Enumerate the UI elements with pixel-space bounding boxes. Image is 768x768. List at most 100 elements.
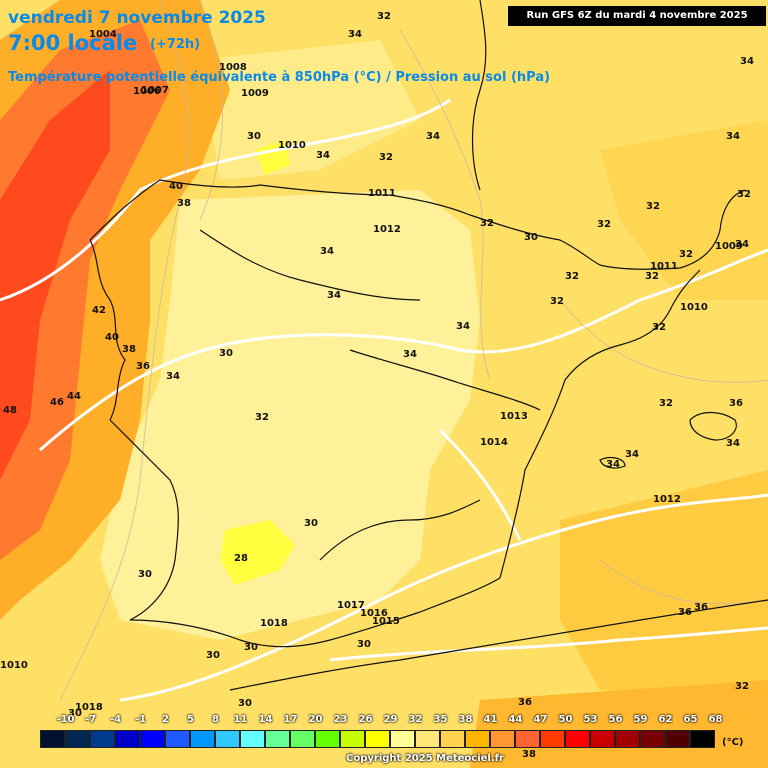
temp-label: 34 xyxy=(740,56,754,67)
pressure-label: 1010 xyxy=(680,302,708,313)
legend-swatch xyxy=(315,730,340,748)
temp-label: 32 xyxy=(645,271,659,282)
legend-tick: 2 xyxy=(162,714,169,725)
temp-label: 30 xyxy=(68,708,82,719)
legend-tick: 65 xyxy=(683,714,698,725)
temp-label: 34 xyxy=(166,371,180,382)
map-subtitle: Température potentielle équivalente à 85… xyxy=(8,70,551,85)
temp-label: 30 xyxy=(244,642,258,653)
temp-label: 38 xyxy=(122,344,136,355)
temp-label: 32 xyxy=(377,11,391,22)
legend-tick: 50 xyxy=(558,714,573,725)
temp-label: 38 xyxy=(177,198,191,209)
legend-tick: 62 xyxy=(658,714,673,725)
temp-label: 30 xyxy=(206,650,220,661)
cool-patch-2 xyxy=(220,520,295,585)
legend-tick: 5 xyxy=(187,714,194,725)
pressure-label: 1018 xyxy=(260,618,288,629)
pressure-label: 1015 xyxy=(372,616,400,627)
legend-swatch xyxy=(490,730,515,748)
temp-label: 30 xyxy=(247,131,261,142)
legend-swatch xyxy=(465,730,490,748)
color-legend xyxy=(0,710,768,768)
legend-swatch xyxy=(540,730,565,748)
legend-swatch xyxy=(165,730,190,748)
temp-label: 32 xyxy=(379,152,393,163)
legend-tick: 20 xyxy=(308,714,323,725)
temperature-labels: 32 34 34 34 34 34 32 32 32 32 32 32 34 3… xyxy=(3,11,754,760)
legend-swatch xyxy=(240,730,265,748)
legend-swatch xyxy=(265,730,290,748)
temp-label: 36 xyxy=(518,697,532,708)
temp-label: 38 xyxy=(522,749,536,760)
legend-swatch xyxy=(215,730,240,748)
legend-tick: 41 xyxy=(483,714,498,725)
legend-swatch xyxy=(665,730,690,748)
legend-swatch xyxy=(65,730,90,748)
legend-tick: 59 xyxy=(633,714,648,725)
temp-label: 32 xyxy=(646,201,660,212)
temp-label: 32 xyxy=(480,218,494,229)
pale-zone xyxy=(100,190,480,640)
pressure-label: 1018 xyxy=(75,702,103,713)
legend-tick: 29 xyxy=(383,714,398,725)
legend-swatch xyxy=(615,730,640,748)
legend-swatch xyxy=(290,730,315,748)
legend-swatch xyxy=(90,730,115,748)
temp-label: 44 xyxy=(67,391,81,402)
legend-tick: 44 xyxy=(508,714,523,725)
temp-label: 32 xyxy=(550,296,564,307)
coastlines xyxy=(89,0,768,691)
temp-label: 40 xyxy=(105,332,119,343)
pressure-label: 1004 xyxy=(89,29,117,40)
temp-label: 42 xyxy=(92,305,106,316)
legend-swatch xyxy=(415,730,440,748)
legend-swatch xyxy=(340,730,365,748)
legend-tick: 47 xyxy=(533,714,548,725)
legend-tick: 17 xyxy=(283,714,298,725)
pressure-label: 1012 xyxy=(373,224,401,235)
pressure-label: 1006 xyxy=(133,86,161,97)
legend-swatch xyxy=(115,730,140,748)
pressure-label: 1012 xyxy=(653,494,681,505)
pressure-label: 1010 xyxy=(0,660,28,671)
temp-label: 34 xyxy=(726,131,740,142)
legend-tick: -10 xyxy=(56,714,75,725)
legend-tick: 11 xyxy=(233,714,248,725)
temp-label: 30 xyxy=(357,639,371,650)
temp-label: 32 xyxy=(652,322,666,333)
legend-swatch xyxy=(590,730,615,748)
legend-tick: 23 xyxy=(333,714,348,725)
legend-swatch xyxy=(515,730,540,748)
temp-label: 36 xyxy=(729,398,743,409)
temperature-contours xyxy=(59,0,768,701)
legend-tick: 35 xyxy=(433,714,448,725)
pressure-labels: 1004 1007 1006 1008 1009 1010 1011 1012 … xyxy=(0,29,743,713)
temp-label: 36 xyxy=(136,361,150,372)
temp-label: 32 xyxy=(737,189,751,200)
temp-label: 32 xyxy=(565,271,579,282)
temp-label: 34 xyxy=(426,131,440,142)
temp-label: 48 xyxy=(3,405,17,416)
pressure-label: 1007 xyxy=(141,85,169,96)
temp-label: 30 xyxy=(138,569,152,580)
legend-swatch xyxy=(440,730,465,748)
temp-label: 32 xyxy=(659,398,673,409)
legend-swatch xyxy=(640,730,665,748)
temp-label: 32 xyxy=(735,681,749,692)
legend-unit: (°C) xyxy=(722,737,744,748)
temp-label: 46 xyxy=(50,397,64,408)
temp-label: 30 xyxy=(219,348,233,359)
temp-label: 34 xyxy=(403,349,417,360)
temp-label: 30 xyxy=(238,698,252,709)
temp-label: 40 xyxy=(169,181,183,192)
temp-label: 34 xyxy=(327,290,341,301)
legend-tick: -4 xyxy=(109,714,122,725)
pale-zone-north xyxy=(200,40,420,180)
temp-label: 34 xyxy=(316,150,330,161)
legend-tick: 38 xyxy=(458,714,473,725)
legend-swatch xyxy=(390,730,415,748)
legend-swatch xyxy=(690,730,715,748)
forecast-time: 7:00 locale xyxy=(8,31,138,55)
